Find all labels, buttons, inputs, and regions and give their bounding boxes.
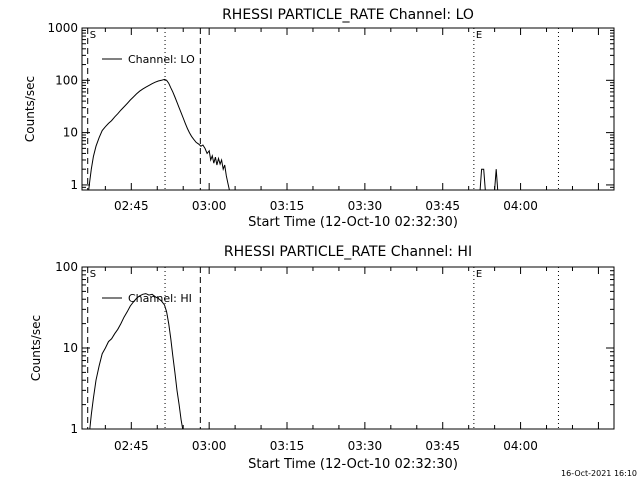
plot-frame [81,27,615,191]
x-tick-label: 03:30 [348,439,383,453]
y-tick-label: 100 [55,73,78,87]
y-tick-label: 100 [55,260,78,274]
x-tick-label: 03:45 [425,199,460,213]
x-tick-label: 04:00 [503,439,538,453]
panel-hi: RHESSI PARTICLE_RATE Channel: HI Start Ti… [29,244,615,472]
y-tick-label: 1 [70,178,78,192]
series-line-segment [479,168,486,190]
marker-label: E [476,269,482,280]
y-tick-label: 10 [63,341,78,355]
y-tick-label: 10 [63,126,78,140]
marker-label: S [90,30,96,41]
x-tick-label: 04:00 [503,199,538,213]
chart-title: RHESSI PARTICLE_RATE Channel: HI [224,244,472,260]
x-tick-label: 02:45 [114,439,149,453]
y-tick-label: 1000 [47,21,78,35]
x-axis-label: Start Time (12-Oct-10 02:32:30) [248,215,458,230]
x-axis-label: Start Time (12-Oct-10 02:32:30) [248,457,458,472]
x-tick-label: 03:15 [270,439,305,453]
chart-title: RHESSI PARTICLE_RATE Channel: LO [222,7,474,23]
x-tick-label: 03:45 [425,439,460,453]
x-tick-label: 03:00 [192,439,227,453]
x-tick-label: 03:00 [192,199,227,213]
legend-label: Channel: LO [128,53,195,66]
marker-label: S [90,269,96,280]
footer-timestamp: 16-Oct-2021 16:10 [561,469,637,478]
x-tick-label: 03:15 [270,199,305,213]
x-tick-label: 02:45 [114,199,149,213]
panel-lo: RHESSI PARTICLE_RATE Channel: LO Start Ti… [23,7,615,230]
series-line-segment [494,169,499,190]
series-line [88,78,230,190]
x-tick-label: 03:30 [348,199,383,213]
marker-label: E [476,30,482,41]
legend-label: Channel: HI [128,292,192,305]
series-line [89,293,184,429]
y-axis-label: Counts/sec [23,76,37,142]
y-tick-label: 1 [70,422,78,436]
y-axis-label: Counts/sec [29,315,43,381]
